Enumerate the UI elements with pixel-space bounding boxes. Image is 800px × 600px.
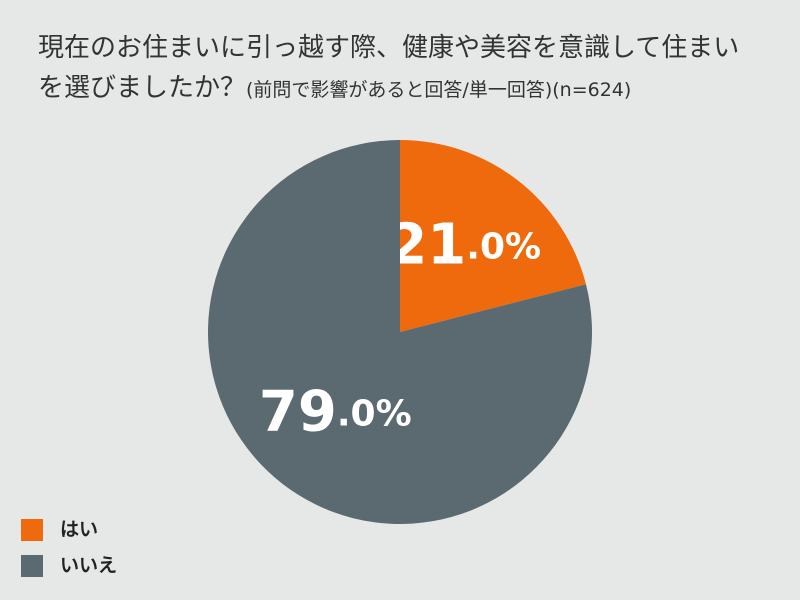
chart-title: 現在のお住まいに引っ越す際、健康や美容を意識して住まいを選びましたか？ <box>38 33 740 103</box>
data-label-part: .0% <box>337 393 412 434</box>
data-label: 21.0% <box>388 213 541 278</box>
data-label-part: 79 <box>259 380 337 445</box>
chart-subtitle: (前問で影響があると回答/単一回答)(n=624) <box>246 79 632 101</box>
chart-title-block: 現在のお住まいに引っ越す際、健康や美容を意識して住まいを選びましたか？(前問で影… <box>38 28 762 110</box>
pie-slice <box>400 140 586 332</box>
data-label-part: 21 <box>388 213 466 278</box>
legend-swatch <box>21 519 43 541</box>
legend-label: はい <box>60 519 98 541</box>
data-label: 79.0% <box>259 380 412 445</box>
legend-swatch <box>21 555 43 577</box>
data-label-part: .0% <box>466 227 541 268</box>
pie-slice <box>208 140 593 525</box>
legend-label: いいえ <box>60 555 117 577</box>
